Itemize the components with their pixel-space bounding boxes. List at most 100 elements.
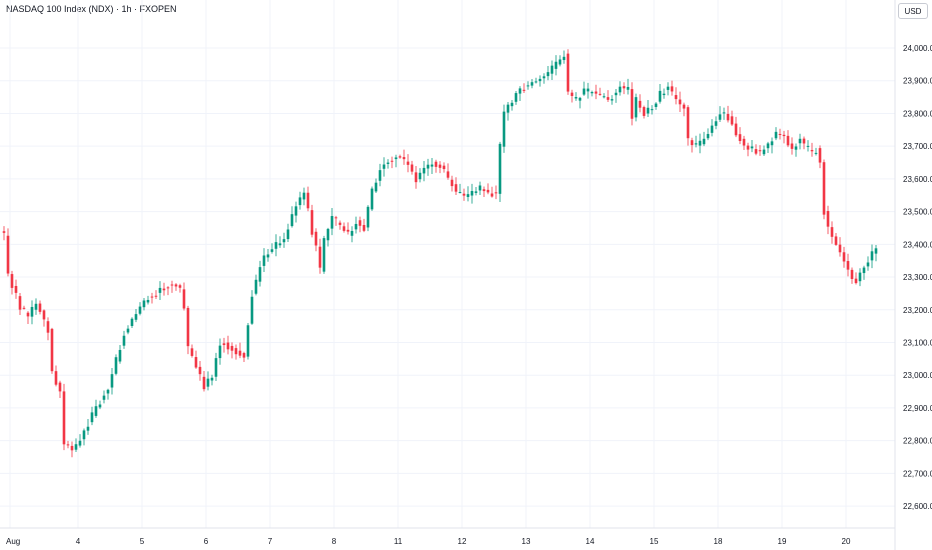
candle-body xyxy=(602,96,606,98)
candle-body xyxy=(70,445,74,451)
candle-body xyxy=(274,242,278,249)
candle-body xyxy=(550,65,554,74)
candle-body xyxy=(50,328,54,372)
candle-body xyxy=(238,350,242,356)
candle-body xyxy=(34,303,38,310)
candle-body xyxy=(822,162,826,215)
candle-body xyxy=(790,143,794,149)
candle-body xyxy=(742,138,746,146)
candle-body xyxy=(802,138,806,144)
candle-body xyxy=(494,192,498,194)
candle-body xyxy=(666,86,670,90)
candle-body xyxy=(6,235,10,274)
candle-body xyxy=(66,444,70,446)
candle-body xyxy=(290,214,294,227)
price-tick-label: 23,900.0 xyxy=(903,77,932,86)
chart-title: NASDAQ 100 Index (NDX) · 1h · FXOPEN xyxy=(6,4,177,14)
candle-body xyxy=(510,102,514,107)
candle-body xyxy=(750,146,754,149)
candle-body xyxy=(762,149,766,155)
candle-body xyxy=(350,230,354,236)
candle-body xyxy=(518,88,522,94)
candle-body xyxy=(86,426,90,431)
candle-body xyxy=(498,143,502,194)
candle-body xyxy=(458,192,462,194)
time-axis[interactable]: Aug 4 5 6 7 8 11 12 13 14 15 18 19 20 xyxy=(6,537,851,546)
candle-body xyxy=(94,406,98,416)
candle-body xyxy=(310,210,314,235)
candle-body xyxy=(538,78,542,82)
price-tick-label: 23,000.0 xyxy=(903,371,932,380)
time-tick-label: 5 xyxy=(140,537,145,546)
candle-body xyxy=(102,395,106,400)
price-tick-label: 22,800.0 xyxy=(903,437,932,446)
price-tick-label: 22,600.0 xyxy=(903,502,932,511)
candle-body xyxy=(402,157,406,160)
candle-body xyxy=(154,295,158,297)
candle-body xyxy=(366,206,370,228)
candle-body xyxy=(714,121,718,126)
candle-body xyxy=(570,92,574,96)
candle-body xyxy=(674,95,678,100)
candle-body xyxy=(378,170,382,181)
time-tick-label: 7 xyxy=(268,537,273,546)
candle-body xyxy=(258,267,262,282)
candle-body xyxy=(122,335,126,346)
candle-body xyxy=(190,348,194,356)
candle-body xyxy=(182,289,186,309)
candle-body xyxy=(294,206,298,216)
candle-body xyxy=(286,229,290,240)
candle-body xyxy=(574,97,578,99)
candle-body xyxy=(234,348,238,355)
candle-body xyxy=(262,255,266,266)
candle-body xyxy=(370,188,374,210)
candle-body xyxy=(398,156,402,158)
candle-body xyxy=(362,224,366,231)
candle-body xyxy=(282,239,286,243)
candle-body xyxy=(626,86,630,90)
candle-body xyxy=(542,76,546,79)
candle-body xyxy=(746,145,750,150)
candle-body xyxy=(442,165,446,170)
candle-body xyxy=(38,303,42,312)
candle-body xyxy=(842,252,846,262)
candle-body xyxy=(150,296,154,298)
candle-body xyxy=(382,164,386,169)
candle-body xyxy=(618,86,622,93)
candle-body xyxy=(654,103,658,107)
candle-body xyxy=(642,107,646,116)
candle-body xyxy=(374,182,378,192)
time-tick-label: 20 xyxy=(842,537,851,546)
candle-body xyxy=(110,374,114,388)
candle-body xyxy=(254,279,258,294)
candle-body xyxy=(830,227,834,237)
price-axis[interactable]: 24,000.0 23,900.0 23,800.0 23,700.0 23,600.0… xyxy=(903,44,932,511)
candle-body xyxy=(42,310,46,320)
candle-body xyxy=(206,378,210,387)
price-tick-label: 23,800.0 xyxy=(903,109,932,118)
candle-body xyxy=(246,325,250,357)
candle-body xyxy=(74,444,78,450)
price-tick-label: 24,000.0 xyxy=(903,44,932,53)
candle-body xyxy=(862,267,866,274)
candle-body xyxy=(586,88,590,92)
time-tick-label: 11 xyxy=(394,537,403,546)
candle-body xyxy=(354,223,358,230)
candle-body xyxy=(426,164,430,169)
candle-body xyxy=(438,164,442,168)
candle-body xyxy=(306,192,310,209)
candle-body xyxy=(214,358,218,377)
candle-body xyxy=(250,296,254,324)
candle-body xyxy=(198,366,202,375)
candle-body xyxy=(798,138,802,144)
candle-body xyxy=(706,133,710,139)
currency-button[interactable]: USD xyxy=(898,3,928,19)
candle-body xyxy=(434,161,438,167)
candle-body xyxy=(738,134,742,142)
candle-body xyxy=(874,248,878,254)
price-tick-label: 23,700.0 xyxy=(903,142,932,151)
candle-body xyxy=(170,284,174,286)
price-tick-label: 23,600.0 xyxy=(903,175,932,184)
candle-body xyxy=(130,318,134,327)
candle-body xyxy=(506,104,510,113)
